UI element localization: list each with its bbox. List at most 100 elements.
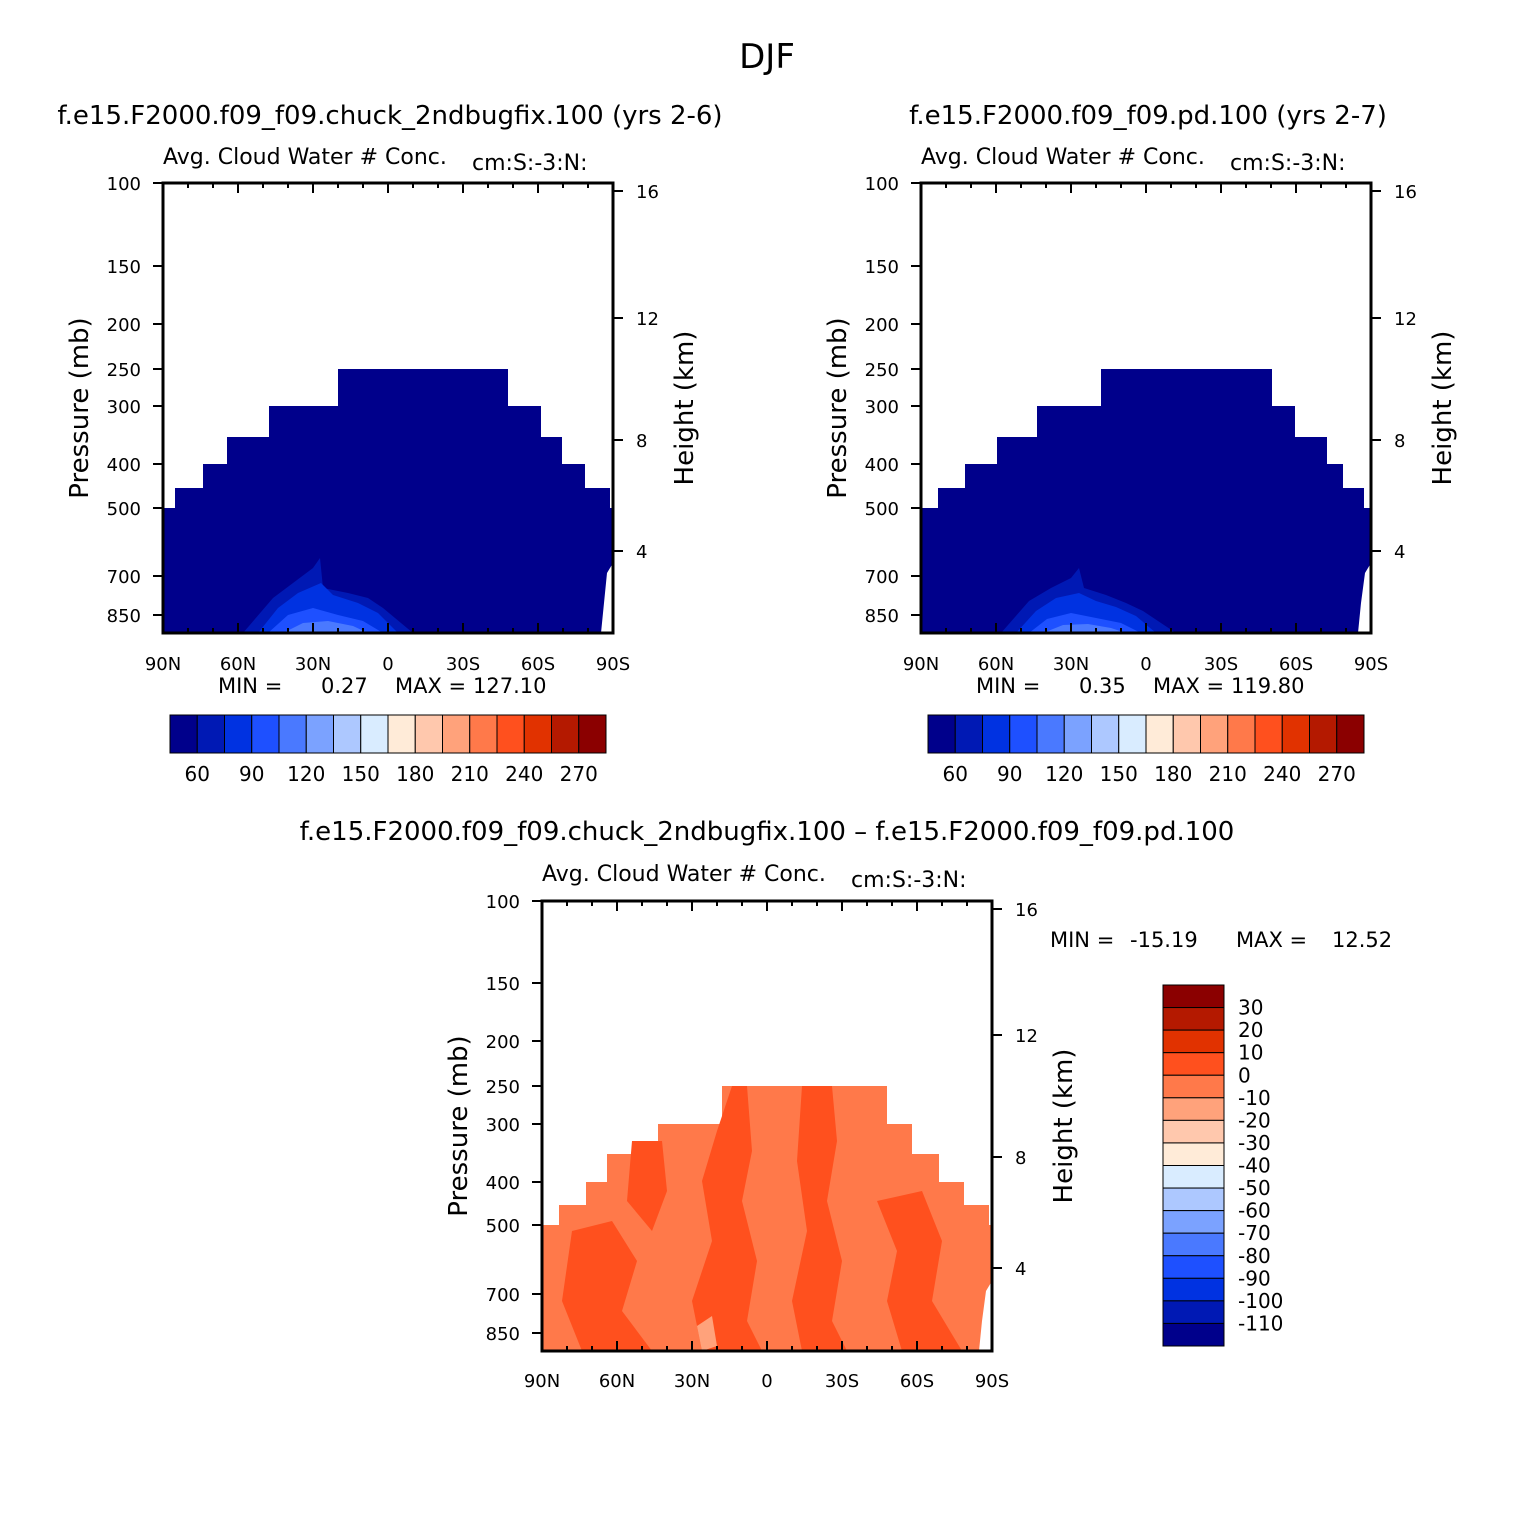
x-axis-labels: 90N 60N 30N 0 30S 60S 90S (145, 654, 630, 675)
max-label: MAX = (395, 674, 466, 698)
case-title: f.e15.F2000.f09_f09.pd.100 (yrs 2-7) (909, 101, 1387, 131)
colorbar-label: 150 (1100, 762, 1138, 786)
colorbar-swatch (1336, 714, 1365, 754)
max-value: 127.10 (473, 674, 546, 698)
y-right-tick-label: 16 (1015, 900, 1038, 921)
plot-area: 100 150 200 250 300 400 500 700 850 16 1… (823, 174, 1458, 698)
colorbar-swatch (523, 714, 552, 754)
colorbar-swatch (387, 714, 416, 754)
colorbar-label: 30 (1238, 996, 1263, 1020)
colorbar-label: 210 (1209, 762, 1247, 786)
x-tick-label: 30S (825, 1371, 859, 1392)
colorbar-swatch (927, 714, 956, 754)
colorbar-swatch (496, 714, 525, 754)
x-tick-label: 90N (524, 1371, 560, 1392)
y-tick-label: 150 (486, 974, 520, 995)
y-tick-label: 200 (107, 315, 141, 336)
y-tick-label: 400 (107, 455, 141, 476)
x-tick-label: 30N (674, 1371, 710, 1392)
colorbar-swatch (469, 714, 498, 754)
y-axis-right-title: Height (km) (670, 331, 700, 486)
plot-area: 100 150 200 250 300 400 500 700 850 16 1… (65, 174, 700, 698)
colorbar-swatch (360, 714, 389, 754)
x-tick-label: 0 (761, 1371, 772, 1392)
colorbar-label: -70 (1238, 1221, 1271, 1245)
y-right-tick-label: 4 (1015, 1259, 1026, 1280)
y-tick-label: 700 (865, 567, 899, 588)
colorbar-swatch (1063, 714, 1092, 754)
colorbar-swatch (954, 714, 983, 754)
colorbar-label: -50 (1238, 1176, 1271, 1200)
x-tick-label: 90S (596, 654, 630, 675)
units-label: cm:S:-3:N: (472, 151, 588, 176)
y-tick-label: 150 (865, 257, 899, 278)
colorbar-swatch (1309, 714, 1338, 754)
x-axis-ticks (162, 183, 614, 633)
colorbar-swatch (1091, 714, 1120, 754)
colorbar-swatch (1162, 1187, 1225, 1212)
y-tick-label: 300 (865, 397, 899, 418)
colorbar-swatch (442, 714, 471, 754)
x-axis-ticks (541, 901, 993, 1351)
colorbar-swatch (333, 714, 362, 754)
units-label: cm:S:-3:N: (851, 868, 967, 893)
y-axis-right-ticks: 16 12 8 4 (613, 182, 659, 563)
colorbar-swatch (1162, 1210, 1225, 1234)
colorbar-label: -10 (1238, 1086, 1271, 1110)
y-tick-label: 100 (107, 174, 141, 195)
min-value: -15.19 (1130, 928, 1198, 952)
colorbar-label: 270 (1318, 762, 1356, 786)
contour-field (542, 1086, 992, 1351)
min-value: 0.27 (321, 674, 368, 698)
x-axis-labels: 90N 60N 30N 0 30S 60S 90S (524, 1371, 1009, 1392)
colorbar-label: 180 (396, 762, 434, 786)
colorbar-swatch (1227, 714, 1256, 754)
y-tick-label: 200 (486, 1032, 520, 1053)
panel-model-1: f.e15.F2000.f09_f09.chuck_2ndbugfix.100 … (57, 101, 722, 786)
y-axis-ticks: 100 150 200 250 300 400 500 700 850 (107, 174, 163, 627)
colorbar-swatch (1162, 1232, 1225, 1257)
x-tick-label: 60S (1279, 654, 1313, 675)
case-title: f.e15.F2000.f09_f09.chuck_2ndbugfix.100 … (300, 817, 1235, 847)
y-axis-title: Pressure (mb) (444, 1035, 474, 1216)
contour-fill-positive (562, 1221, 652, 1351)
y-axis-right-title: Height (km) (1428, 331, 1458, 486)
y-axis-ticks: 100 150 200 250 300 400 500 700 850 (865, 174, 921, 627)
colorbar-swatch (251, 714, 280, 754)
contour-fill-level-5 (283, 621, 368, 633)
colorbar-label: -40 (1238, 1154, 1271, 1178)
y-axis-right-ticks: 16 12 8 4 (992, 900, 1038, 1280)
x-tick-label: 30S (446, 654, 480, 675)
max-value: 12.52 (1332, 928, 1392, 952)
colorbar-swatch (1281, 714, 1310, 754)
colorbar-label: 90 (239, 762, 264, 786)
colorbar-label: 120 (1045, 762, 1083, 786)
colorbar-swatch (551, 714, 580, 754)
contour-fill-positive (627, 1141, 667, 1231)
colorbar-swatch (1009, 714, 1038, 754)
colorbar-swatch (224, 714, 253, 754)
colorbar-swatch (982, 714, 1011, 754)
contour-fill-positive (692, 1086, 762, 1351)
x-axis-labels: 90N 60N 30N 0 30S 60S 90S (903, 654, 1388, 675)
colorbar-label: -60 (1238, 1199, 1271, 1223)
colorbar-swatch (1162, 1255, 1225, 1279)
case-title: f.e15.F2000.f09_f09.chuck_2ndbugfix.100 … (57, 101, 722, 131)
max-label: MAX = (1236, 928, 1307, 952)
colorbar-label: 240 (505, 762, 543, 786)
y-right-tick-label: 16 (1394, 182, 1417, 203)
y-tick-label: 150 (107, 257, 141, 278)
colorbar-label: 60 (943, 762, 968, 786)
page-title: DJF (739, 37, 795, 77)
units-label: cm:S:-3:N: (1230, 151, 1346, 176)
x-tick-label: 60N (220, 654, 256, 675)
colorbar-label: -30 (1238, 1131, 1271, 1155)
colorbar-swatch (1172, 714, 1201, 754)
y-right-tick-label: 8 (636, 431, 647, 452)
panel-difference: f.e15.F2000.f09_f09.chuck_2ndbugfix.100 … (300, 817, 1392, 1392)
y-tick-label: 400 (486, 1173, 520, 1194)
colorbar-swatch (1162, 1322, 1225, 1347)
contour-fill-positive (792, 1086, 847, 1351)
colorbar-label: 180 (1154, 762, 1192, 786)
